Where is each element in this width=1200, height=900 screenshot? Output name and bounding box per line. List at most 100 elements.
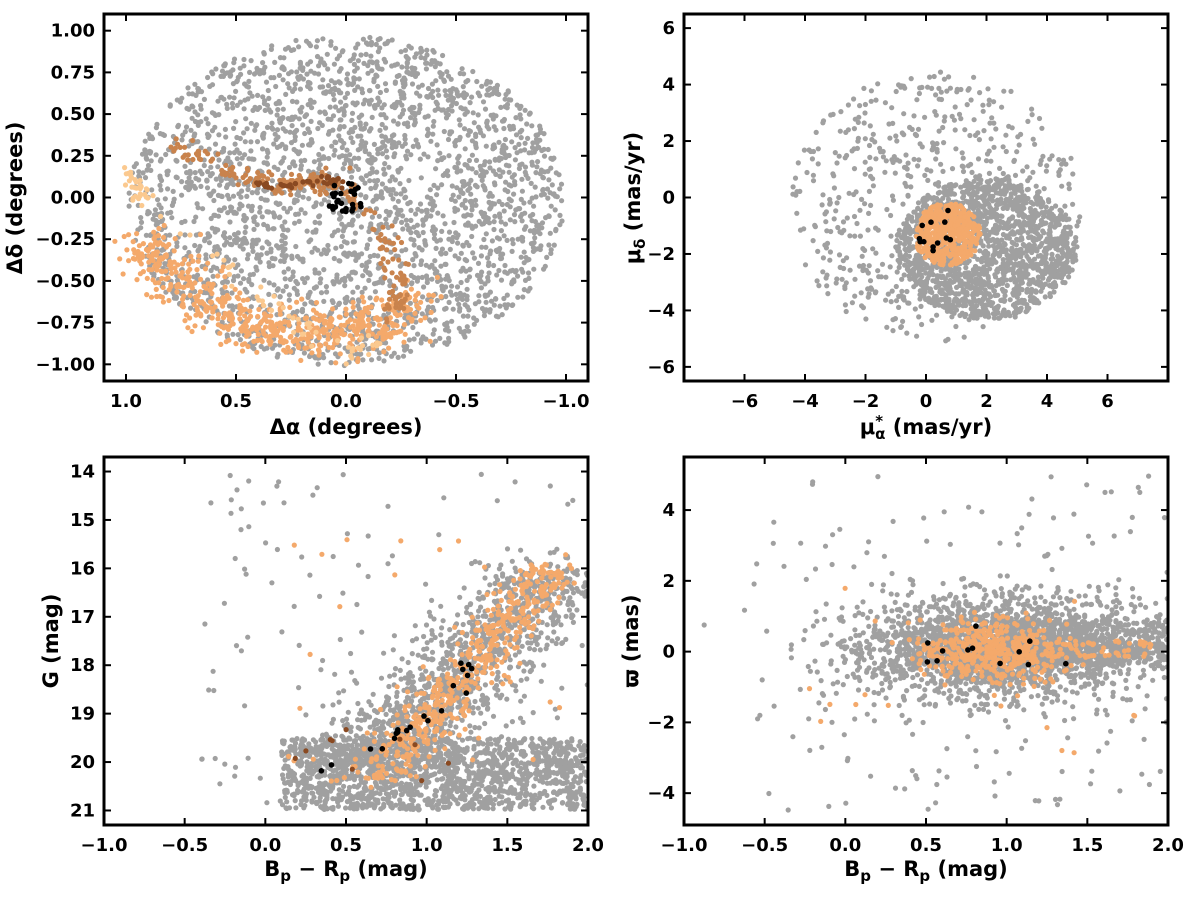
data-point: [350, 139, 356, 145]
data-point: [810, 178, 817, 184]
data-point: [954, 89, 960, 95]
data-point: [242, 229, 248, 235]
data-point: [138, 219, 145, 225]
data-point: [316, 342, 322, 348]
data-point: [406, 337, 412, 343]
data-point: [462, 334, 468, 340]
data-point: [374, 193, 380, 199]
data-point: [454, 185, 460, 191]
data-point: [210, 253, 216, 259]
data-point: [531, 149, 537, 155]
data-point: [317, 280, 323, 286]
data-point: [312, 219, 318, 225]
data-point: [389, 37, 395, 43]
data-point: [356, 76, 362, 82]
data-point: [318, 201, 325, 207]
data-point: [350, 289, 356, 295]
data-point: [345, 344, 351, 350]
data-point: [834, 200, 840, 206]
data-point: [145, 195, 151, 201]
data-point: [1000, 144, 1006, 150]
data-point: [918, 303, 924, 309]
data-point: [1075, 219, 1082, 225]
data-point: [532, 235, 538, 241]
data-point: [362, 305, 368, 311]
data-point: [830, 171, 836, 177]
data-point: [466, 274, 473, 280]
data-point: [422, 315, 428, 321]
data-point: [245, 167, 251, 174]
data-point: [527, 213, 534, 219]
data-point: [367, 236, 373, 242]
data-point: [237, 290, 243, 296]
data-point: [879, 261, 886, 267]
data-point: [173, 174, 179, 180]
data-point: [946, 74, 952, 80]
data-point: [316, 352, 322, 358]
data-point: [482, 307, 488, 313]
data-point: [424, 93, 430, 100]
data-point: [304, 275, 310, 281]
data-point: [349, 348, 355, 354]
data-point: [523, 224, 529, 230]
data-point: [418, 317, 424, 323]
data-point: [858, 290, 864, 296]
data-point: [425, 154, 431, 160]
data-point: [446, 229, 453, 235]
data-point: [140, 253, 146, 259]
data-point: [424, 60, 430, 66]
data-point: [187, 292, 193, 298]
data-point: [855, 138, 861, 144]
data-point: [1070, 171, 1076, 177]
data-point: [255, 106, 261, 112]
data-point: [333, 360, 339, 366]
data-point: [368, 208, 374, 214]
data-point: [493, 247, 499, 253]
data-point: [429, 276, 435, 282]
data-point: [300, 179, 306, 185]
data-point: [426, 292, 432, 298]
data-point: [197, 231, 204, 238]
data-point: [280, 305, 286, 311]
data-point: [168, 144, 174, 150]
y-tick-label: 0.50: [51, 104, 95, 125]
data-point: [343, 205, 349, 212]
data-point: [839, 276, 845, 282]
data-point: [930, 140, 936, 146]
data-point: [559, 198, 565, 204]
data-point: [374, 169, 380, 175]
data-point: [471, 255, 477, 261]
data-point: [395, 235, 401, 241]
data-point: [373, 41, 379, 48]
data-point: [399, 219, 405, 225]
data-point: [362, 180, 368, 186]
data-point: [502, 262, 508, 269]
data-point: [511, 277, 517, 283]
data-point: [497, 303, 503, 309]
data-point: [301, 350, 307, 356]
data-point: [155, 197, 161, 203]
data-point: [282, 276, 288, 282]
data-point: [316, 348, 322, 354]
data-point: [208, 215, 214, 222]
data-point: [914, 333, 920, 339]
data-point: [242, 286, 248, 292]
data-point: [433, 245, 439, 251]
data-point: [444, 168, 451, 174]
data-point: [1040, 275, 1046, 281]
data-point: [174, 158, 180, 164]
data-point: [153, 252, 159, 258]
data-point: [217, 182, 223, 188]
data-point: [335, 227, 341, 233]
data-point: [310, 307, 317, 313]
data-point: [294, 253, 301, 260]
data-point: [501, 142, 507, 148]
data-point: [298, 158, 304, 164]
data-point: [335, 87, 342, 93]
data-point: [355, 345, 361, 351]
data-point: [518, 135, 524, 141]
data-point: [309, 350, 315, 356]
data-point: [314, 38, 320, 44]
data-point: [976, 137, 983, 143]
data-point: [377, 89, 383, 96]
